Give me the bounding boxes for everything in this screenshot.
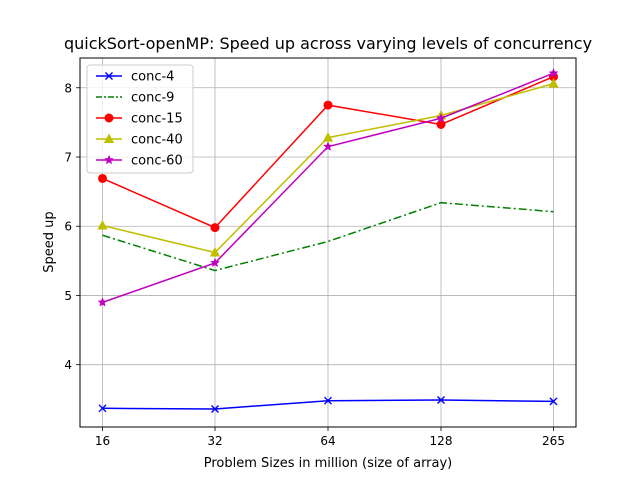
x-axis-label: Problem Sizes in million (size of array) [204, 456, 453, 471]
legend-item: conc-4 [96, 70, 174, 85]
x-tick-label: 32 [207, 434, 222, 448]
data-point [322, 141, 334, 151]
data-point-stroke [549, 397, 558, 406]
data-point [548, 67, 559, 78]
legend-item: conc-60 [96, 154, 183, 169]
legend-item: conc-40 [96, 133, 183, 148]
x-tick-label: 64 [320, 434, 335, 448]
legend-marker [103, 133, 115, 143]
axis-ticks: 16 32 64 128 265 4 5 6 7 8 [64, 81, 565, 448]
series-conc-4 [98, 396, 558, 413]
data-point [97, 219, 108, 230]
legend-marker [105, 72, 113, 80]
data-point [210, 223, 220, 233]
y-tick-label: 6 [64, 220, 72, 234]
legend-label: conc-9 [131, 91, 174, 106]
data-point [437, 396, 445, 404]
legend-label: conc-15 [131, 112, 183, 127]
y-axis-label: Speed up [42, 211, 57, 272]
data-point [324, 396, 332, 405]
data-point [323, 100, 333, 110]
data-point [98, 173, 107, 183]
legend-label: conc-60 [131, 154, 183, 169]
y-tick-label: 5 [64, 289, 72, 303]
legend-box [86, 64, 194, 174]
data-point [211, 405, 219, 413]
y-tick-label: 8 [64, 81, 72, 95]
data-point-stroke [98, 404, 107, 413]
series-line [102, 201, 554, 272]
legend: conc-4 conc-9 conc-15 conc-40 conc-60 [86, 64, 194, 174]
chart-title: quickSort-openMP: Speed up across varyin… [64, 34, 592, 53]
legend-marker-stroke [105, 72, 113, 80]
series-conc-9 [102, 201, 554, 272]
legend-label: conc-4 [131, 70, 174, 85]
legend-label: conc-40 [131, 133, 183, 148]
data-point [97, 297, 108, 307]
data-point-stroke [324, 396, 332, 405]
data-point [435, 112, 447, 123]
legend-marker [104, 113, 114, 123]
y-tick-label: 4 [64, 358, 72, 372]
data-point [549, 397, 558, 406]
x-tick-label: 128 [430, 434, 453, 448]
legend-marker [103, 154, 115, 165]
y-tick-label: 7 [64, 151, 72, 165]
data-point [209, 246, 221, 257]
data-point [548, 78, 559, 88]
series-conc-60 [97, 67, 559, 307]
data-point-stroke [437, 396, 445, 404]
data-point [209, 257, 221, 268]
data-point [98, 404, 107, 413]
data-point [322, 132, 334, 142]
data-point-stroke [211, 405, 219, 413]
series-group [97, 67, 559, 413]
legend-item: conc-15 [96, 112, 183, 127]
x-tick-label: 265 [542, 434, 565, 448]
legend-item: conc-9 [96, 91, 174, 106]
x-tick-label: 16 [95, 434, 110, 448]
